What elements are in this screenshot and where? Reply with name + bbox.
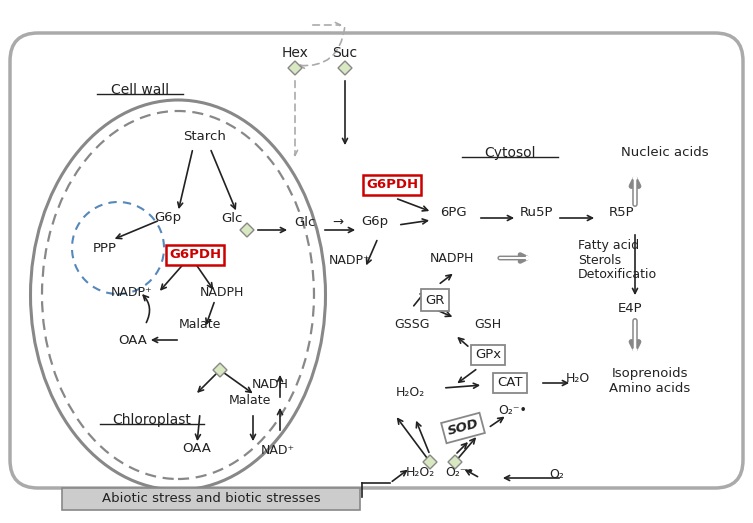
Text: Starch: Starch	[184, 131, 227, 143]
Text: Chloroplast: Chloroplast	[112, 413, 191, 427]
Polygon shape	[288, 61, 302, 75]
Text: OAA: OAA	[182, 441, 212, 454]
Text: G6p: G6p	[361, 215, 389, 229]
Text: OAA: OAA	[118, 334, 148, 347]
Text: NADP⁺: NADP⁺	[111, 287, 153, 300]
Text: PPP: PPP	[93, 242, 117, 255]
Text: Abiotic stress and biotic stresses: Abiotic stress and biotic stresses	[102, 493, 320, 506]
FancyBboxPatch shape	[10, 33, 743, 488]
Text: H₂O: H₂O	[566, 371, 590, 384]
Text: NADPH: NADPH	[200, 287, 244, 300]
Polygon shape	[448, 455, 462, 469]
Text: CAT: CAT	[497, 377, 523, 390]
Text: Isoprenoids: Isoprenoids	[611, 367, 688, 380]
Text: E4P: E4P	[617, 301, 642, 314]
Text: Nucleic acids: Nucleic acids	[621, 146, 709, 160]
Text: Hex: Hex	[282, 46, 309, 60]
Text: Detoxificatio: Detoxificatio	[578, 268, 657, 281]
Text: H₂O₂: H₂O₂	[405, 467, 434, 480]
Text: →: →	[332, 215, 343, 229]
Text: Cytosol: Cytosol	[484, 146, 535, 160]
Text: Malate: Malate	[178, 319, 221, 332]
Text: Cell wall: Cell wall	[111, 83, 169, 97]
Text: G6PDH: G6PDH	[366, 178, 418, 191]
Text: Ru5P: Ru5P	[520, 206, 553, 219]
Text: SOD: SOD	[446, 417, 480, 438]
Polygon shape	[213, 363, 227, 377]
Polygon shape	[338, 61, 352, 75]
Text: GSSG: GSSG	[395, 319, 430, 332]
Text: Glc: Glc	[221, 211, 242, 224]
Polygon shape	[423, 455, 437, 469]
Text: NADP⁺: NADP⁺	[329, 254, 370, 267]
Text: NAD⁺: NAD⁺	[261, 444, 295, 457]
Text: O₂⁻•: O₂⁻•	[498, 404, 527, 416]
Text: NADH: NADH	[252, 379, 288, 392]
Text: Suc: Suc	[332, 46, 358, 60]
Text: H₂O₂: H₂O₂	[395, 386, 425, 400]
Text: GSH: GSH	[474, 319, 501, 332]
Text: G6p: G6p	[154, 211, 181, 224]
Text: G6PDH: G6PDH	[169, 248, 221, 262]
Text: GR: GR	[425, 293, 445, 306]
Text: NADPH: NADPH	[430, 252, 474, 265]
Text: Sterols: Sterols	[578, 254, 621, 267]
Text: Amino acids: Amino acids	[609, 381, 691, 394]
Text: O₂: O₂	[550, 469, 565, 482]
Text: R5P: R5P	[609, 206, 635, 219]
Text: Fatty acid: Fatty acid	[578, 238, 639, 252]
Text: Malate: Malate	[229, 393, 271, 406]
FancyBboxPatch shape	[62, 488, 360, 510]
Text: Glc: Glc	[294, 215, 316, 229]
Text: GPx: GPx	[475, 348, 501, 361]
Polygon shape	[240, 223, 254, 237]
Text: O₂⁻•: O₂⁻•	[446, 467, 474, 480]
Text: 6PG: 6PG	[440, 206, 466, 219]
